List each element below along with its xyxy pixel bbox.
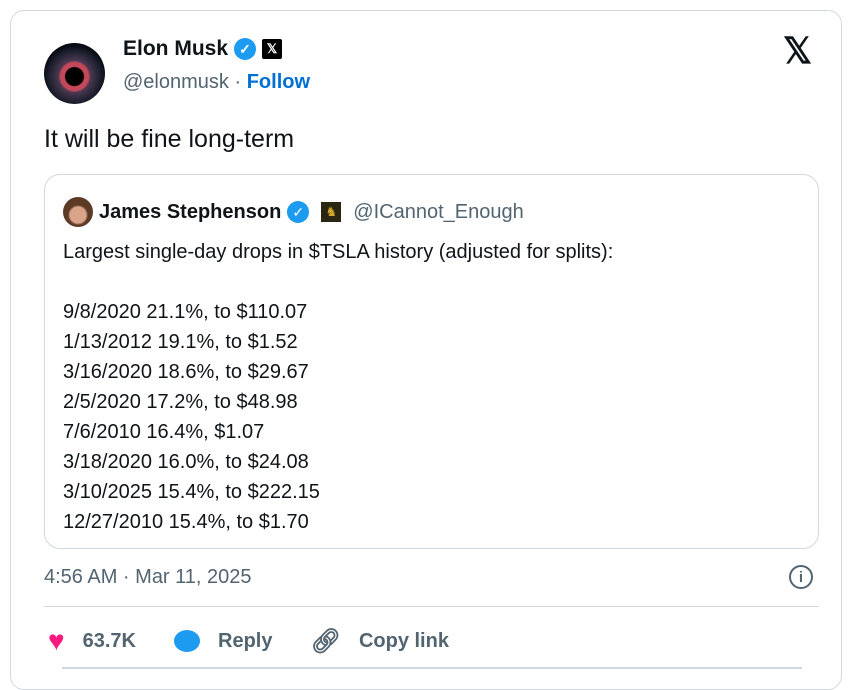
- quote-text: Largest single-day drops in $TSLA histor…: [63, 237, 613, 537]
- quote-line: 3/10/2025 15.4%, to $222.15: [63, 481, 320, 503]
- verified-badge-icon: ✓: [287, 201, 310, 223]
- avatar[interactable]: [44, 43, 105, 104]
- quote-avatar: [63, 197, 93, 227]
- quote-line: 1/13/2012 19.1%, to $1.52: [63, 331, 298, 353]
- quote-line: 9/8/2020 21.1%, to $110.07: [63, 301, 308, 323]
- tweet-text: It will be fine long-term: [44, 125, 295, 153]
- like-count: 63.7K: [82, 629, 136, 652]
- affiliate-badge-icon: ♞: [321, 202, 342, 222]
- verified-badge-icon: ✓: [234, 38, 257, 60]
- author-name[interactable]: Elon Musk: [123, 37, 229, 60]
- reply-button[interactable]: Reply: [174, 630, 272, 653]
- author-handle[interactable]: @elonmusk: [123, 71, 229, 93]
- link-icon: 🔗︎: [310, 627, 341, 655]
- quote-line: 3/18/2020 16.0%, to $24.08: [63, 451, 309, 473]
- author-handle-row: @elonmusk · Follow: [123, 71, 310, 94]
- author-name-row: Elon Musk ✓ 𝕏: [123, 37, 283, 61]
- divider: [62, 667, 802, 669]
- action-bar: ♥ 63.7K Reply 🔗︎ Copy link: [48, 625, 487, 657]
- like-button[interactable]: ♥ 63.7K: [48, 625, 136, 657]
- quote-line: 2/5/2020 17.2%, to $48.98: [63, 391, 298, 413]
- quote-author-name: James Stephenson: [99, 200, 282, 223]
- quote-line: 12/27/2010 15.4%, to $1.70: [63, 511, 309, 533]
- divider: [44, 606, 819, 607]
- timestamp[interactable]: 4:56 AM · Mar 11, 2025: [44, 566, 252, 588]
- quote-intro: Largest single-day drops in $TSLA histor…: [63, 241, 614, 263]
- reply-bubble-icon: [174, 630, 200, 652]
- quote-line: 3/16/2020 18.6%, to $29.67: [63, 361, 309, 383]
- x-logo-icon[interactable]: 𝕏: [783, 30, 813, 71]
- quote-line: 7/6/2010 16.4%, $1.07: [63, 421, 265, 443]
- info-icon[interactable]: i: [789, 565, 813, 589]
- x-affiliate-badge-icon: 𝕏: [262, 39, 283, 59]
- follow-button[interactable]: Follow: [246, 71, 311, 93]
- heart-icon: ♥: [48, 625, 65, 656]
- copy-link-label: Copy link: [358, 629, 449, 652]
- quoted-tweet[interactable]: James Stephenson ✓ ♞ @ICannot_Enough Lar…: [44, 174, 819, 549]
- quote-author-handle: @ICannot_Enough: [353, 200, 524, 223]
- reply-label: Reply: [218, 629, 273, 652]
- separator: ·: [234, 71, 242, 93]
- copy-link-button[interactable]: 🔗︎ Copy link: [310, 627, 448, 656]
- quote-header: James Stephenson ✓ ♞ @ICannot_Enough: [63, 197, 524, 227]
